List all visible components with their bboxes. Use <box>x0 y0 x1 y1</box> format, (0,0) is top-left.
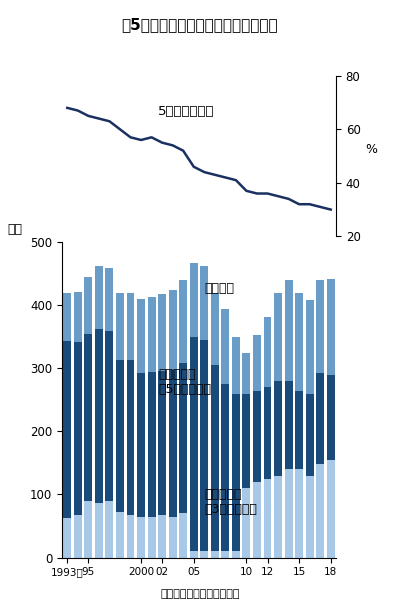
Bar <box>200 265 208 340</box>
Bar <box>137 373 145 516</box>
Bar <box>126 514 134 558</box>
Bar <box>306 394 314 476</box>
Bar <box>253 482 261 558</box>
Bar <box>232 394 240 551</box>
Bar <box>179 513 187 558</box>
Bar <box>306 476 314 558</box>
Bar <box>221 551 229 558</box>
Bar <box>116 360 124 511</box>
Bar <box>95 267 103 330</box>
Bar <box>126 360 134 514</box>
Bar <box>158 294 166 371</box>
Bar <box>148 371 156 516</box>
Bar <box>316 373 324 464</box>
Bar <box>274 381 282 476</box>
Bar <box>316 464 324 558</box>
Bar <box>295 390 303 469</box>
Bar <box>295 469 303 558</box>
Bar <box>63 293 71 341</box>
Bar <box>242 488 250 558</box>
Bar <box>169 370 177 516</box>
Text: 「5ナンバー車」の縮小が続いている: 「5ナンバー車」の縮小が続いている <box>122 17 278 32</box>
Bar <box>242 394 250 488</box>
Bar <box>126 293 134 360</box>
Bar <box>148 516 156 558</box>
Bar <box>95 330 103 503</box>
Bar <box>84 277 92 334</box>
Bar <box>169 516 177 558</box>
Bar <box>84 501 92 558</box>
Bar <box>327 279 335 375</box>
Bar <box>179 364 187 513</box>
Bar <box>211 365 219 551</box>
Text: 普通乗用車
（3ナンバー）: 普通乗用車 （3ナンバー） <box>204 488 257 516</box>
Bar <box>200 340 208 551</box>
Bar <box>232 337 240 394</box>
Bar <box>264 387 272 479</box>
Bar <box>158 514 166 558</box>
Bar <box>148 297 156 371</box>
Bar <box>74 291 82 342</box>
Bar <box>106 501 113 558</box>
Bar <box>327 460 335 558</box>
Bar <box>116 511 124 558</box>
Bar <box>200 551 208 558</box>
Bar <box>285 280 292 381</box>
Bar <box>306 301 314 394</box>
Bar <box>106 268 113 331</box>
Bar <box>74 515 82 558</box>
Bar <box>106 331 113 501</box>
Bar <box>95 503 103 558</box>
Bar <box>253 390 261 482</box>
Bar <box>285 469 292 558</box>
Bar <box>274 476 282 558</box>
Bar <box>285 381 292 469</box>
Bar <box>116 293 124 360</box>
Bar <box>264 479 272 558</box>
Bar <box>63 341 71 518</box>
Bar <box>63 518 71 558</box>
Text: 小型乗用車
（5ナンバー）: 小型乗用車 （5ナンバー） <box>158 368 211 396</box>
Bar <box>211 293 219 365</box>
Text: 5ナンバー比率: 5ナンバー比率 <box>158 105 214 118</box>
Bar <box>327 375 335 460</box>
Bar <box>316 279 324 373</box>
Bar <box>253 335 261 390</box>
Bar <box>221 384 229 551</box>
Bar <box>221 308 229 384</box>
Text: 軽乗用車: 軽乗用車 <box>204 282 234 295</box>
Bar <box>158 371 166 514</box>
Text: （出所）日本自動車工業会: （出所）日本自動車工業会 <box>160 588 240 599</box>
Bar <box>274 293 282 381</box>
Bar <box>264 317 272 387</box>
Bar <box>137 299 145 373</box>
Bar <box>190 262 198 337</box>
Bar <box>74 342 82 515</box>
Bar <box>211 551 219 558</box>
Bar <box>242 353 250 394</box>
Bar <box>232 551 240 558</box>
Bar <box>190 337 198 551</box>
Bar <box>169 290 177 370</box>
Bar <box>190 551 198 558</box>
Bar <box>179 280 187 364</box>
Bar <box>84 334 92 501</box>
Bar <box>295 293 303 390</box>
Y-axis label: %: % <box>366 143 378 156</box>
Text: 万台: 万台 <box>7 223 22 236</box>
Bar <box>137 516 145 558</box>
